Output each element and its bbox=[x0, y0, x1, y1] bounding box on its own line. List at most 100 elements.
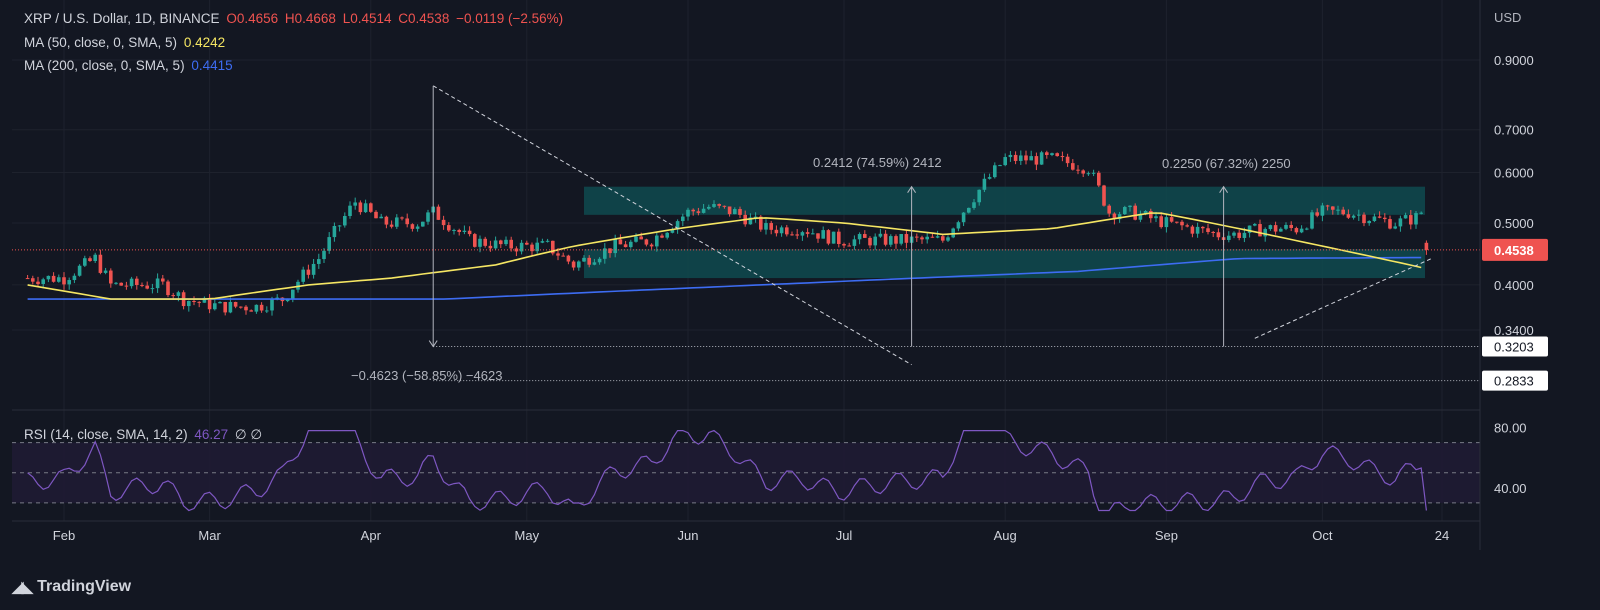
candle-body bbox=[551, 240, 555, 254]
candle-body bbox=[155, 278, 160, 289]
candle-body bbox=[878, 233, 883, 237]
candle-body bbox=[1315, 212, 1319, 216]
resistance-zone bbox=[584, 186, 1425, 215]
candle-body bbox=[889, 236, 893, 245]
candle-body bbox=[145, 285, 149, 289]
candle-body bbox=[1383, 217, 1387, 220]
candle-body bbox=[519, 242, 524, 252]
candle-body bbox=[1247, 225, 1252, 233]
candle-body bbox=[707, 206, 711, 209]
candle-body bbox=[1273, 225, 1278, 232]
candle-body bbox=[800, 232, 805, 236]
candle-body bbox=[353, 202, 357, 206]
time-tick-label: Apr bbox=[361, 528, 382, 543]
candle-body bbox=[306, 269, 311, 275]
candle-body bbox=[275, 297, 279, 299]
candle-body bbox=[1190, 226, 1195, 234]
candle-body bbox=[1091, 172, 1096, 174]
candle-body bbox=[847, 245, 851, 247]
candle-body bbox=[748, 217, 753, 225]
candle-body bbox=[228, 301, 233, 313]
tradingview-logo[interactable]: ◢◣ TradingView bbox=[12, 578, 131, 596]
candle-body bbox=[1123, 207, 1127, 215]
price-axis[interactable]: 0.9000 0.7000 0.6000 0.5000 0.4000 0.3400 0.32… bbox=[1482, 53, 1548, 391]
ma50-legend[interactable]: MA (50, close, 0, SMA, 5) 0.4242 bbox=[24, 35, 228, 50]
rsi-pane: 80.00 40.00 bbox=[12, 421, 1527, 512]
price-tick-label: 0.6000 bbox=[1494, 165, 1534, 180]
candle-body bbox=[1320, 205, 1325, 216]
measure-arrow-up-2 bbox=[1219, 185, 1229, 347]
ohlc-change: −0.0119 (−2.56%) bbox=[456, 11, 564, 26]
candle-body bbox=[1372, 216, 1377, 222]
candle-body bbox=[483, 238, 487, 246]
time-tick-label: May bbox=[515, 528, 540, 543]
candle-body bbox=[1227, 235, 1231, 240]
candle-body bbox=[1424, 242, 1429, 250]
candle-body bbox=[421, 221, 425, 227]
candle-body bbox=[1039, 152, 1044, 165]
candle-body bbox=[192, 301, 196, 303]
candle-body bbox=[77, 265, 82, 276]
candle-body bbox=[1185, 225, 1189, 227]
candlestick-series bbox=[25, 150, 1429, 316]
candle-body bbox=[946, 237, 950, 241]
candle-body bbox=[171, 295, 175, 297]
candle-body bbox=[187, 301, 191, 307]
candle-body bbox=[166, 281, 170, 296]
candle-body bbox=[1050, 153, 1054, 155]
candle-body bbox=[925, 236, 929, 240]
candle-body bbox=[1325, 205, 1330, 207]
candle-body bbox=[1237, 232, 1241, 238]
candle-body bbox=[25, 278, 30, 280]
candle-body bbox=[863, 234, 867, 238]
price-tick-label: 0.5000 bbox=[1494, 216, 1534, 231]
candle-body bbox=[883, 233, 888, 245]
rsi-legend[interactable]: RSI (14, close, SMA, 14, 2) 46.27 ∅ ∅ bbox=[24, 427, 265, 443]
candle-body bbox=[218, 302, 222, 304]
ma200-legend[interactable]: MA (200, close, 0, SMA, 5) 0.4415 bbox=[24, 58, 236, 73]
candle-body bbox=[1362, 214, 1366, 224]
candle-body bbox=[525, 242, 529, 245]
candle-body bbox=[72, 275, 77, 281]
candle-body bbox=[67, 280, 71, 285]
candle-body bbox=[1367, 221, 1371, 224]
candle-body bbox=[790, 234, 794, 236]
candle-body bbox=[426, 212, 430, 222]
candle-body bbox=[119, 282, 123, 286]
candle-body bbox=[1341, 209, 1345, 215]
candle-body bbox=[358, 202, 363, 213]
candle-body bbox=[722, 205, 727, 207]
last-price-tag bbox=[1482, 238, 1548, 261]
candle-body bbox=[1419, 212, 1423, 214]
candle-body bbox=[36, 281, 40, 284]
candle-body bbox=[1117, 214, 1122, 220]
candle-body bbox=[977, 189, 981, 203]
candle-body bbox=[1346, 214, 1351, 218]
candle-body bbox=[1211, 231, 1215, 233]
candle-body bbox=[1289, 224, 1293, 229]
candle-body bbox=[686, 209, 690, 217]
candle-body bbox=[1003, 157, 1007, 166]
candle-body bbox=[140, 284, 144, 286]
candle-body bbox=[332, 225, 337, 238]
ohlc-high: H0.4668 bbox=[284, 11, 336, 26]
candle-body bbox=[1102, 185, 1106, 206]
rsi-tick-label: 40.00 bbox=[1494, 481, 1527, 496]
candle-body bbox=[1414, 213, 1418, 225]
candle-body bbox=[733, 209, 737, 215]
candle-body bbox=[259, 304, 264, 311]
candle-body bbox=[597, 258, 602, 263]
candle-body bbox=[109, 270, 113, 284]
candle-body bbox=[1284, 224, 1288, 229]
candle-body bbox=[852, 239, 857, 246]
candle-body bbox=[223, 302, 227, 313]
candle-body bbox=[805, 232, 810, 234]
symbol-legend[interactable]: XRP / U.S. Dollar, 1D, BINANCE O0.4656 H… bbox=[24, 11, 566, 26]
candle-body bbox=[1008, 154, 1013, 158]
uptrend-line bbox=[1254, 258, 1432, 339]
candle-body bbox=[363, 203, 368, 213]
measure-label-2: 0.2250 (67.32%) 2250 bbox=[1162, 156, 1291, 171]
time-axis[interactable]: Feb Mar Apr May Jun Jul Aug Sep Oct 24 bbox=[53, 528, 1449, 543]
drawing-annotations bbox=[428, 85, 1480, 382]
